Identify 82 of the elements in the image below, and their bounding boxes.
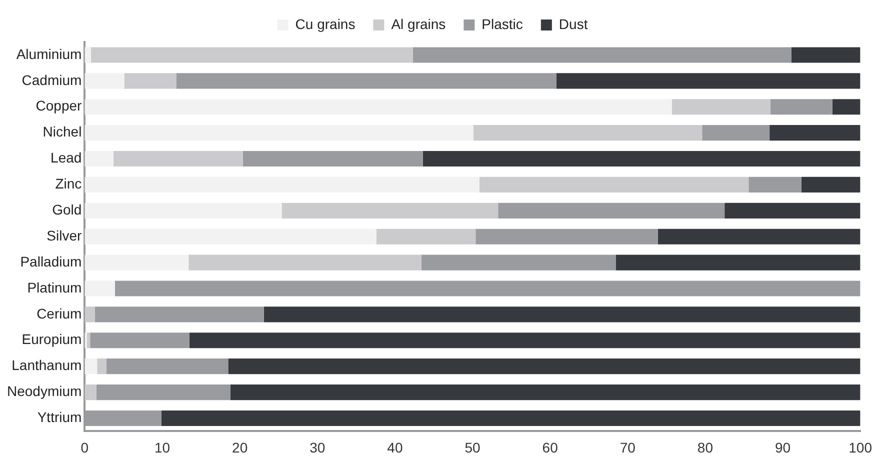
x-tick-label: 90 bbox=[774, 439, 791, 456]
x-tick-label: 50 bbox=[464, 439, 480, 456]
bar bbox=[473, 125, 702, 141]
bar bbox=[188, 254, 422, 270]
bar bbox=[84, 384, 96, 400]
bar bbox=[832, 99, 860, 115]
bar bbox=[230, 384, 860, 400]
bar bbox=[412, 47, 792, 63]
y-tick-label: Europium bbox=[22, 331, 82, 348]
y-tick-label: Cadmium bbox=[22, 72, 82, 88]
bar bbox=[87, 332, 90, 348]
legend-label: Al grains bbox=[391, 16, 446, 32]
bar bbox=[84, 306, 95, 322]
bar bbox=[84, 254, 189, 270]
bar bbox=[724, 202, 860, 218]
y-tick-label: Aluminium bbox=[16, 46, 82, 62]
bar bbox=[264, 306, 860, 322]
bar bbox=[84, 150, 114, 167]
bar bbox=[90, 47, 413, 63]
bar bbox=[94, 306, 264, 322]
bar bbox=[84, 228, 376, 244]
y-tick-label: Zinc bbox=[55, 176, 82, 192]
bar bbox=[242, 150, 423, 167]
bar bbox=[189, 332, 860, 348]
bar bbox=[748, 176, 802, 192]
bar bbox=[84, 47, 91, 63]
y-tick-label: Lanthanum bbox=[12, 357, 82, 374]
bar bbox=[84, 202, 282, 218]
bar bbox=[90, 332, 190, 348]
y-tick-label: Palladium bbox=[20, 253, 82, 270]
bar bbox=[106, 358, 228, 374]
bar bbox=[702, 125, 770, 141]
y-tick-label: Platinum bbox=[27, 279, 82, 296]
y-tick-label: Nichel bbox=[42, 124, 82, 140]
x-tick-label: 60 bbox=[542, 439, 558, 456]
x-tick-label: 30 bbox=[310, 439, 326, 456]
bar bbox=[476, 228, 658, 244]
bar bbox=[84, 99, 672, 115]
bar bbox=[114, 280, 860, 296]
y-tick-label: Yttrium bbox=[37, 409, 82, 426]
bar bbox=[770, 99, 832, 115]
y-tick-label: Gold bbox=[52, 202, 82, 218]
bar bbox=[282, 202, 498, 218]
x-tick-label: 40 bbox=[387, 439, 403, 456]
bar bbox=[84, 280, 115, 296]
x-tick-label: 80 bbox=[697, 439, 714, 456]
bar bbox=[658, 228, 860, 244]
bar bbox=[479, 176, 749, 192]
y-tick-label: Cerium bbox=[36, 305, 82, 322]
bar bbox=[84, 125, 474, 141]
x-tick-label: 70 bbox=[620, 439, 636, 456]
bar bbox=[421, 254, 616, 270]
x-tick-label: 100 bbox=[848, 439, 872, 456]
bar bbox=[498, 202, 725, 218]
bar bbox=[801, 176, 860, 192]
legend-label: Dust bbox=[558, 16, 588, 32]
bar bbox=[97, 358, 106, 374]
y-tick-label: Copper bbox=[36, 98, 82, 114]
bar bbox=[616, 254, 860, 270]
bar bbox=[228, 358, 860, 374]
bar bbox=[84, 176, 480, 192]
y-tick-label: Silver bbox=[46, 227, 82, 244]
bar bbox=[791, 47, 860, 63]
x-tick-label: 10 bbox=[154, 439, 170, 456]
bar bbox=[124, 73, 176, 89]
bar bbox=[161, 410, 860, 426]
bar bbox=[176, 73, 556, 89]
bar bbox=[672, 99, 770, 115]
bar bbox=[376, 228, 476, 244]
legend-label: Plastic bbox=[482, 16, 523, 32]
bar bbox=[84, 358, 98, 374]
bar bbox=[113, 150, 243, 167]
bar bbox=[84, 73, 124, 89]
y-tick-label: Neodymium bbox=[6, 383, 82, 400]
bar bbox=[96, 384, 231, 400]
y-tick-label: Lead bbox=[50, 150, 82, 166]
x-tick-label: 0 bbox=[80, 439, 89, 456]
bar bbox=[770, 125, 860, 141]
bar bbox=[556, 73, 860, 89]
bar bbox=[422, 150, 860, 167]
legend-label: Cu grains bbox=[295, 16, 356, 32]
x-tick-label: 20 bbox=[232, 439, 248, 456]
